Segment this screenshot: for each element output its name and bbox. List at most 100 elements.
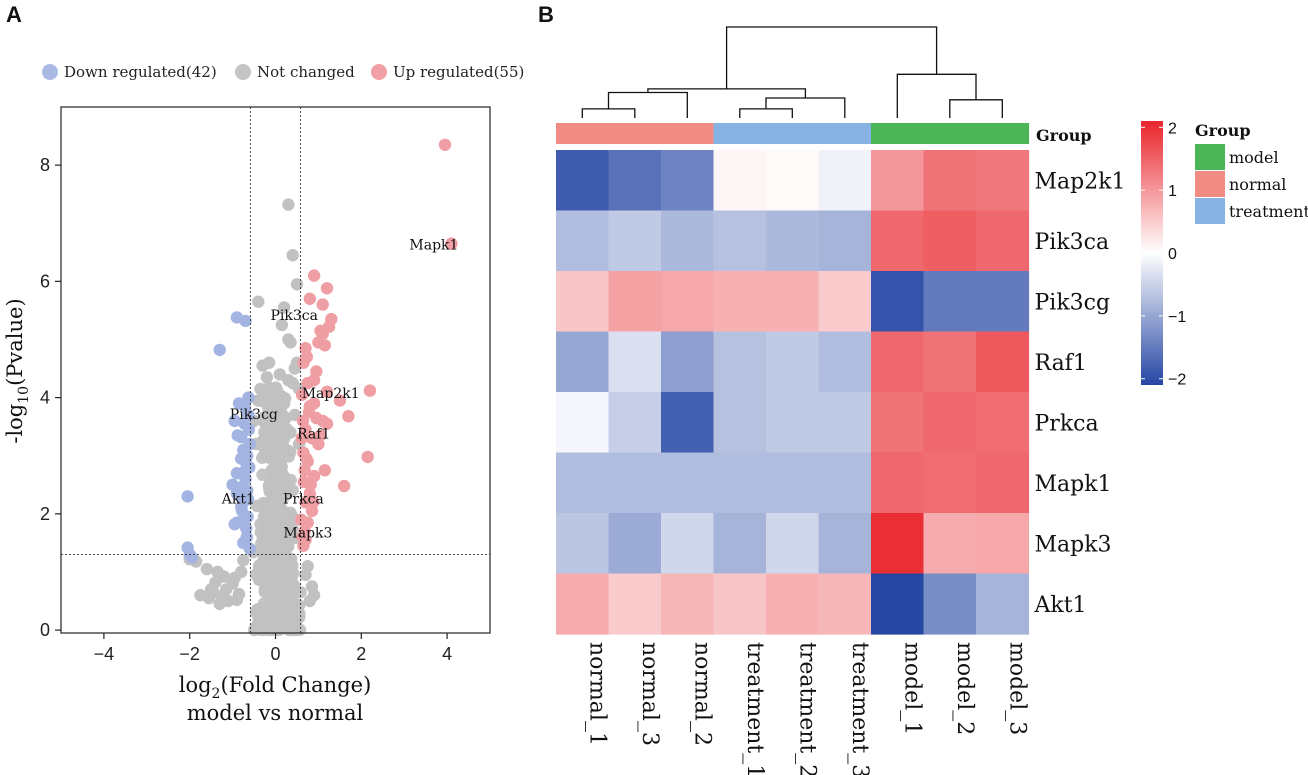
point-down-regulated xyxy=(228,414,241,428)
point-down-regulated xyxy=(243,437,256,451)
point-not-changed xyxy=(280,486,293,500)
column-label: model_3 xyxy=(1004,642,1029,735)
point-up-regulated xyxy=(318,464,331,477)
heatmap-cell xyxy=(608,210,662,272)
gene-label: Raf1 xyxy=(297,427,330,443)
volcano-axis-ticks: −4 −2 0 2 4 0 2 4 6 8 xyxy=(40,155,452,664)
point-up-regulated xyxy=(300,350,313,364)
row-label: Mapk3 xyxy=(1035,532,1112,557)
heatmap-cell xyxy=(766,331,820,393)
point-up-regulated xyxy=(320,385,334,398)
heatmap: Group Map2k1Pik3caPik3cgRaf1PrkcaMapk1Ma… xyxy=(556,26,1308,775)
heatmap-cell xyxy=(766,271,820,333)
point-down-regulated xyxy=(243,461,256,474)
point-up-regulated xyxy=(301,376,314,390)
point-up-regulated xyxy=(363,384,377,397)
heatmap-cell xyxy=(871,392,925,454)
row-label: Map2k1 xyxy=(1035,169,1126,194)
x-tick-label: −2 xyxy=(179,644,200,664)
point-not-changed xyxy=(254,382,267,396)
colorbar xyxy=(1141,121,1163,385)
point-not-changed xyxy=(282,198,295,211)
point-up-regulated xyxy=(295,388,309,401)
point-not-changed xyxy=(258,448,272,461)
column-label: treatment_1 xyxy=(742,642,767,775)
point-up-regulated xyxy=(296,414,310,428)
point-not-changed xyxy=(271,517,285,531)
point-up-regulated xyxy=(300,452,313,465)
point-up-regulated xyxy=(320,417,334,430)
heatmap-cell xyxy=(976,150,1030,212)
heatmap-cell xyxy=(556,513,610,575)
y-tick-label: 0 xyxy=(40,620,50,640)
row-label: Raf1 xyxy=(1035,351,1087,376)
point-down-regulated xyxy=(237,513,250,526)
row-label: Mapk1 xyxy=(1035,472,1112,497)
legend-label-up: Up regulated(55) xyxy=(393,63,524,81)
point-not-changed xyxy=(277,301,291,314)
y-tick-label: 6 xyxy=(40,271,50,291)
heatmap-cell xyxy=(818,271,872,333)
heatmap-cell xyxy=(818,513,872,575)
dendrogram-branch xyxy=(647,88,807,98)
row-label: Pik3ca xyxy=(1035,230,1110,255)
row-label: Prkca xyxy=(1035,411,1099,436)
heatmap-cell xyxy=(556,392,610,454)
heatmap-cell xyxy=(713,331,767,393)
point-not-changed xyxy=(284,426,297,439)
heatmap-cell xyxy=(556,331,610,393)
heatmap-cell xyxy=(818,150,872,212)
point-up-regulated xyxy=(445,237,458,250)
point-not-changed xyxy=(235,565,248,579)
heatmap-cell xyxy=(661,392,715,454)
heatmap-cell xyxy=(713,271,767,333)
point-not-changed xyxy=(282,540,295,553)
point-not-changed xyxy=(253,604,267,617)
heatmap-cell xyxy=(871,513,925,575)
heatmap-cell xyxy=(871,150,925,212)
point-up-regulated xyxy=(296,530,309,544)
point-up-regulated xyxy=(316,298,329,311)
legend-dot-not-changed xyxy=(235,64,251,80)
dendrogram-branch xyxy=(896,73,977,118)
point-up-regulated xyxy=(307,269,321,282)
point-not-changed xyxy=(258,570,271,584)
heatmap-cell xyxy=(923,573,977,635)
heatmap-cell xyxy=(871,271,925,333)
point-not-changed xyxy=(274,467,288,481)
heatmap-cell xyxy=(556,150,610,212)
group-annotation-cell xyxy=(608,123,662,144)
heatmap-cells xyxy=(556,150,1030,635)
threshold-lines xyxy=(61,107,490,633)
heatmap-cell xyxy=(608,271,662,333)
legend-label-down: Down regulated(42) xyxy=(64,63,217,81)
heatmap-cell xyxy=(923,271,977,333)
point-down-regulated xyxy=(239,314,252,328)
heatmap-cell xyxy=(976,210,1030,272)
group-annotation-label: Group xyxy=(1036,126,1092,145)
x-tick-label: 4 xyxy=(442,644,452,664)
group-annotation-cell xyxy=(713,123,767,144)
point-not-changed xyxy=(286,249,299,262)
heatmap-cell xyxy=(976,271,1030,333)
y-tick-label: 4 xyxy=(40,388,50,408)
colorbar-tick-label: −1 xyxy=(1168,309,1186,326)
heatmap-cell xyxy=(556,573,610,635)
group-legend-swatch xyxy=(1195,198,1225,224)
point-not-changed xyxy=(269,554,282,568)
point-not-changed xyxy=(293,607,306,620)
heatmap-cell xyxy=(608,331,662,393)
gene-label: Mapk1 xyxy=(409,238,458,254)
point-not-changed xyxy=(305,580,319,593)
heatmap-cell xyxy=(661,210,715,272)
dendrogram-branch xyxy=(765,97,846,118)
heatmap-cell xyxy=(976,513,1030,575)
point-not-changed xyxy=(266,420,279,434)
dendrogram-branch xyxy=(725,26,938,89)
point-not-changed xyxy=(269,596,282,610)
heatmap-cell xyxy=(923,513,977,575)
heatmap-cell xyxy=(556,271,610,333)
point-up-regulated xyxy=(318,339,331,352)
volcano-plot: Down regulated(42) Not changed Up regula… xyxy=(3,63,524,725)
x-axis-subtitle: model vs normal xyxy=(187,701,364,725)
